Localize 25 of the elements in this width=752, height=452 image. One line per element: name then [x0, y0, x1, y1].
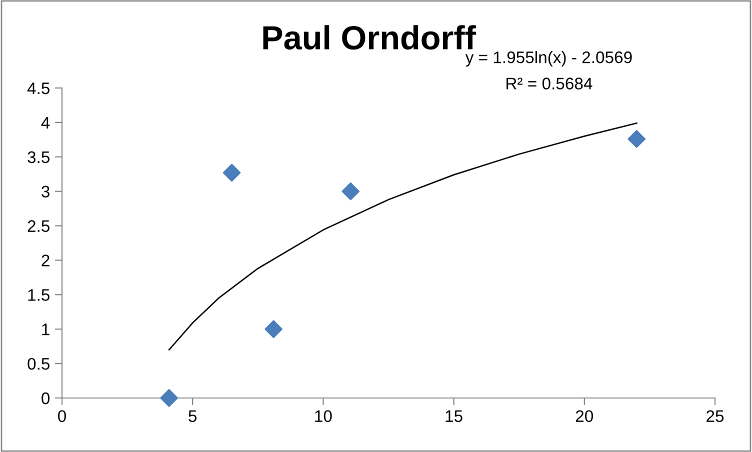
line-series — [168, 122, 638, 350]
point — [222, 164, 241, 182]
y-tick-label: 0.5 — [28, 358, 50, 370]
point — [160, 389, 178, 407]
y-tick-label: 3 — [42, 186, 50, 198]
point — [628, 130, 646, 148]
y-tick-label: 2 — [42, 254, 50, 266]
x-tick-label: 15 — [446, 410, 462, 422]
y-tick-label: 1 — [42, 324, 50, 336]
x-tick-label: 25 — [706, 410, 724, 422]
x-tick-label: 10 — [315, 410, 332, 422]
y-tick-label: 1.5 — [28, 289, 50, 301]
x-tick-label: 5 — [188, 410, 197, 422]
chart-title: Paul Orndorff — [263, 25, 476, 50]
x-tick-label: 20 — [576, 410, 594, 422]
y-tick-label: 4.5 — [27, 82, 50, 94]
point — [264, 320, 282, 338]
text: y = 1.955ln(x) - 2.0569 — [465, 50, 632, 67]
y-tick-label: 0 — [42, 392, 50, 404]
y-tick-label: 2.5 — [28, 220, 50, 232]
y-tick-label: 3.5 — [28, 151, 50, 164]
annotation: R² = 0.5684 — [506, 78, 592, 90]
x-tick-label: 0 — [58, 410, 66, 422]
y-tick-label: 4 — [41, 117, 50, 128]
point — [342, 182, 360, 200]
